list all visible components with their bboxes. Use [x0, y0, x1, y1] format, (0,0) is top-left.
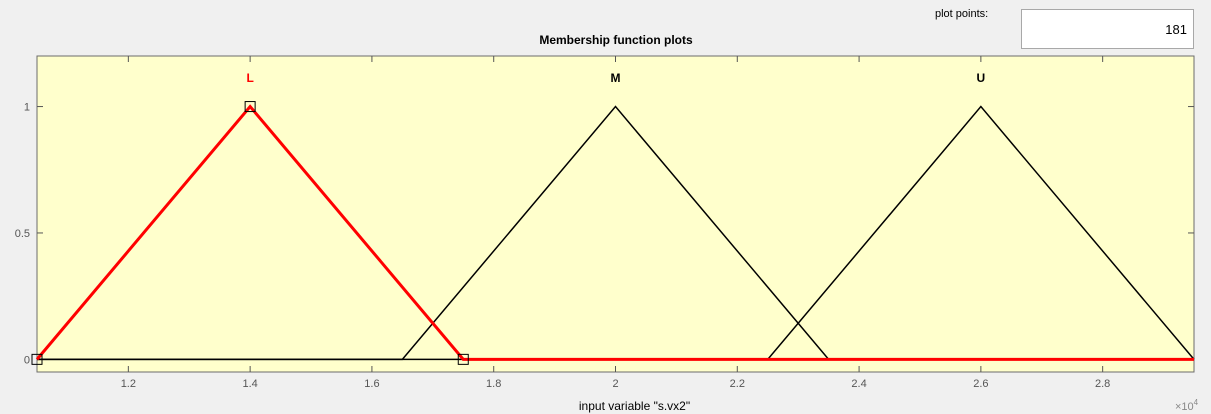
y-tick-label: 0.5: [15, 228, 30, 240]
x-tick-label: 2.8: [1095, 378, 1110, 390]
y-tick-label: 0: [24, 354, 30, 366]
x-tick-label: 2.2: [730, 378, 745, 390]
x-tick-label: 2.4: [851, 378, 866, 390]
x-tick-label: 1.6: [364, 378, 379, 390]
y-tick-label: 1: [24, 102, 30, 114]
mf-label-u[interactable]: U: [977, 71, 986, 85]
mf-vertex-handle[interactable]: [244, 101, 256, 113]
plot-points-label: plot points:: [935, 8, 989, 20]
x-axis-label: input variable "s.vx2": [579, 399, 690, 413]
panel-title: Membership function plots: [539, 33, 693, 47]
x-tick-label: 1.8: [486, 378, 501, 390]
mf-vertex-handle[interactable]: [457, 353, 469, 365]
mf-vertex-handle[interactable]: [31, 353, 43, 365]
mf-label-m[interactable]: M: [611, 71, 621, 85]
x-tick-label: 1.4: [242, 378, 257, 390]
x-tick-label: 2: [612, 378, 618, 390]
x-exponent-power: 4: [1194, 398, 1199, 407]
mf-curve-u[interactable]: [37, 105, 1195, 361]
x-tick-label: 1.2: [121, 378, 136, 390]
mf-label-l[interactable]: L: [246, 71, 253, 85]
x-exponent-base: ×10: [1175, 401, 1194, 413]
mf-curve-l[interactable]: [35, 104, 1194, 361]
plot-area[interactable]: [36, 55, 1195, 373]
x-axis-exponent: ×104: [1175, 398, 1199, 413]
plot-points-input[interactable]: [1021, 9, 1194, 49]
x-tick-label: 2.6: [973, 378, 988, 390]
